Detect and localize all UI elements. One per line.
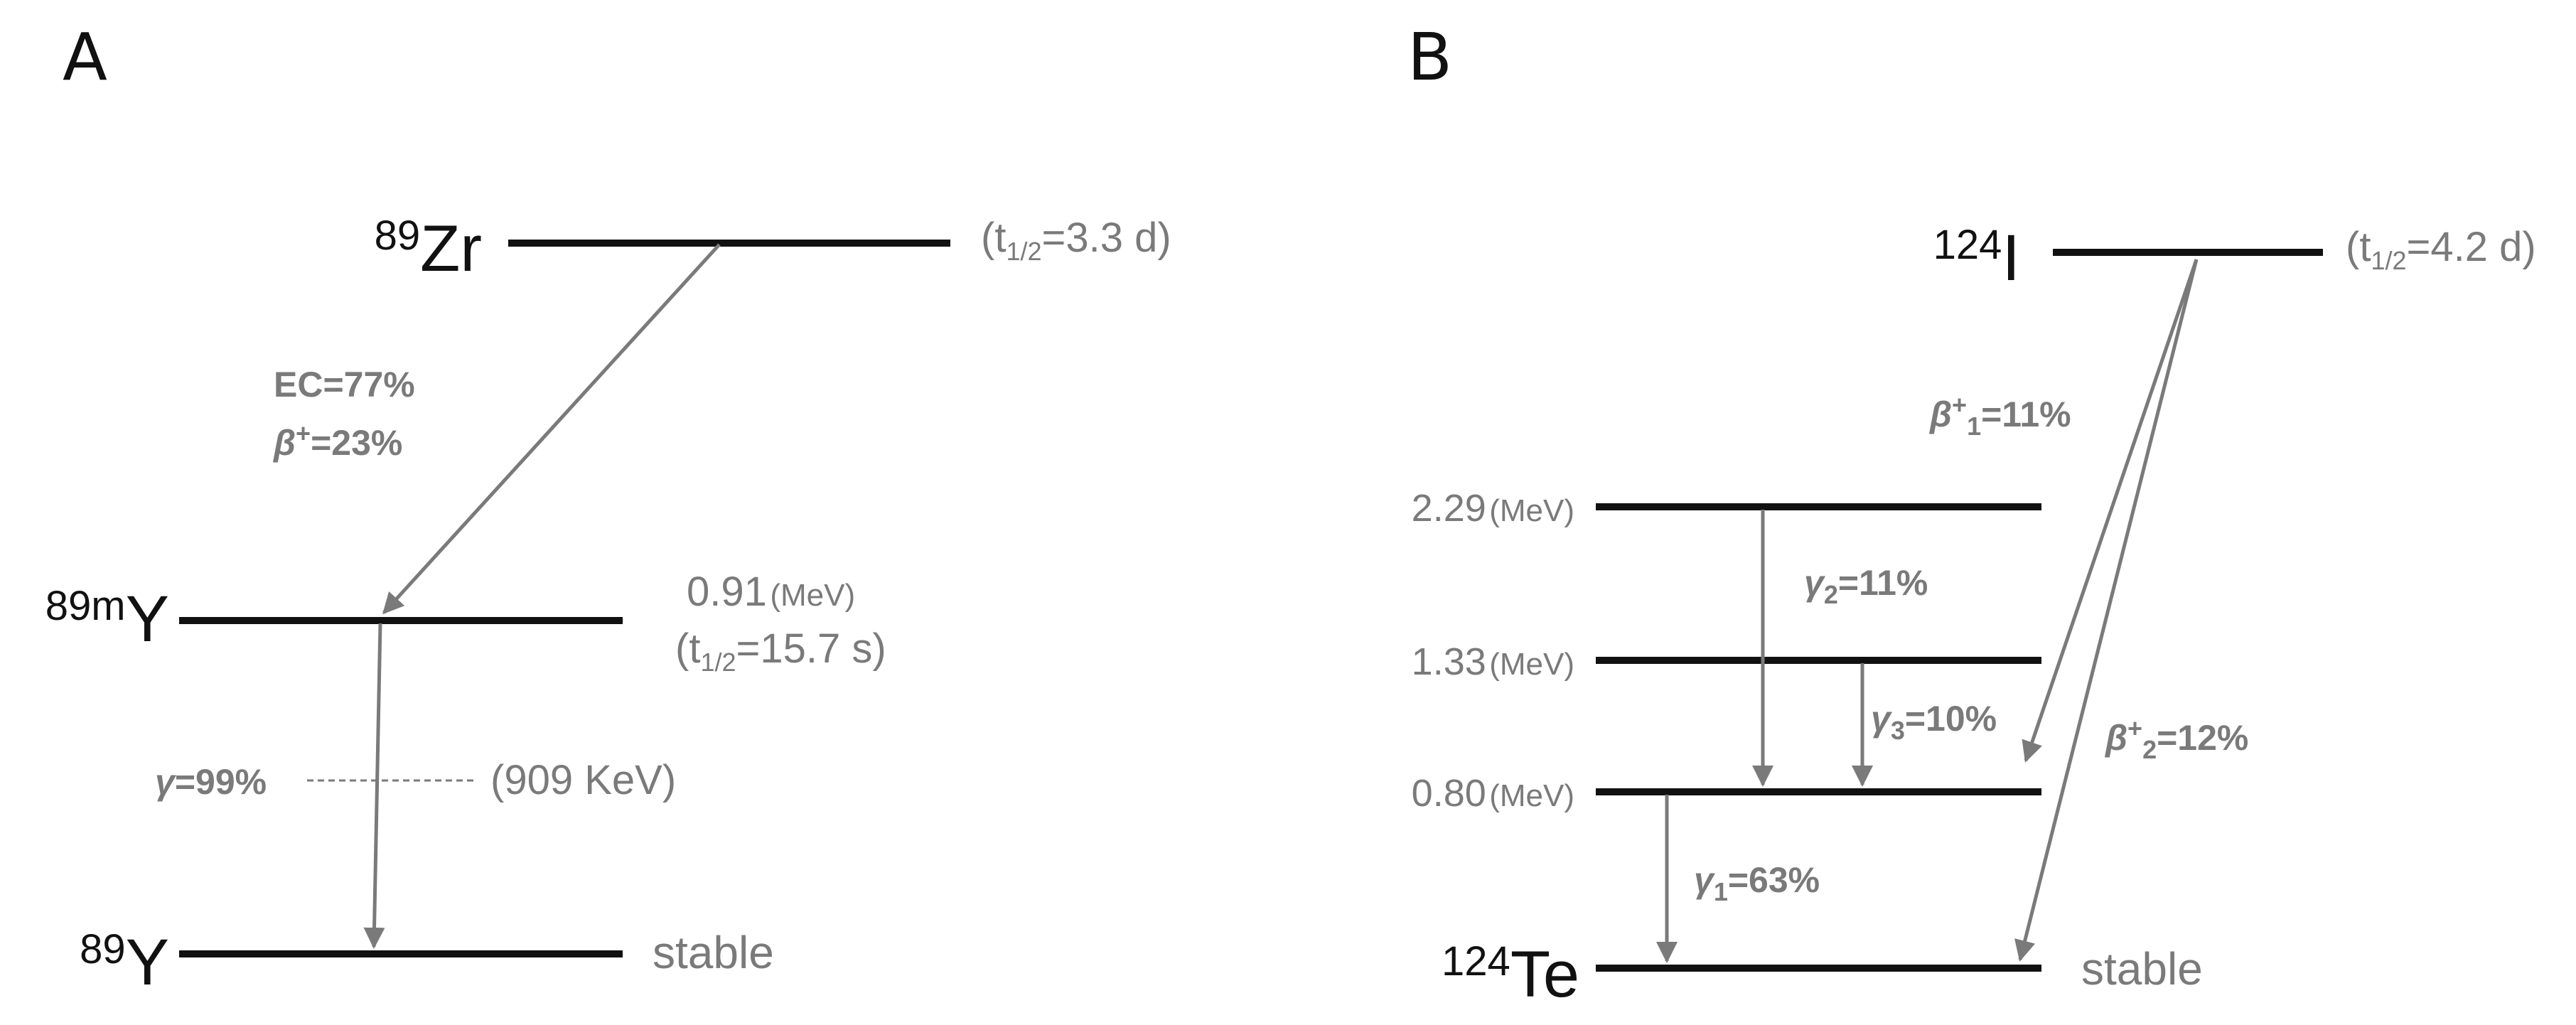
i124-half-life-t: t bbox=[2359, 224, 2371, 270]
level-1-33-label: 1.33 (MeV) bbox=[1412, 640, 1574, 683]
zr89-to-y89m-arrow bbox=[382, 243, 721, 615]
beta2-arrow bbox=[2014, 259, 2199, 962]
y89m-gamma-arrow bbox=[363, 623, 385, 949]
level-2-29-unit: (MeV) bbox=[1489, 493, 1574, 528]
panel-b-label: B bbox=[1407, 19, 1452, 95]
i124-mass: 124 bbox=[1933, 222, 2002, 268]
beta1-sup: + bbox=[1952, 390, 1967, 419]
level-0-80-value: 0.80 bbox=[1412, 772, 1486, 815]
i124-symbol: I bbox=[2002, 222, 2020, 294]
y89m-half-life: (t1/2=15.7 s) bbox=[675, 626, 886, 677]
y89m-symbol: Y bbox=[126, 583, 169, 655]
i124-half-life-sub: 1/2 bbox=[2371, 246, 2406, 275]
panel-a: A 89Zr (t1/2=3.3 d) EC=77% β+=23% 89mY 0… bbox=[45, 19, 1171, 999]
y89-mass: 89 bbox=[80, 926, 126, 972]
beta-plus-value: =23% bbox=[311, 423, 402, 463]
y89m-energy-value: 0.91 bbox=[687, 569, 767, 615]
gamma-branch-label: γ=99% bbox=[155, 762, 267, 802]
gamma3-symbol: γ bbox=[1871, 699, 1893, 739]
beta2-value: =12% bbox=[2157, 718, 2248, 758]
level-0-80-label: 0.80 (MeV) bbox=[1412, 772, 1574, 815]
beta2-sub: 2 bbox=[2142, 735, 2157, 764]
beta1-arrow bbox=[2022, 259, 2199, 763]
gamma2-value: =11% bbox=[1838, 563, 1928, 603]
te124-stable-label: stable bbox=[2081, 943, 2203, 994]
y89-stable-label: stable bbox=[653, 927, 774, 978]
i124-label: 124I bbox=[1933, 222, 2020, 294]
beta-plus-branch-label: β+=23% bbox=[272, 419, 402, 463]
gamma3-label: γ3=10% bbox=[1871, 699, 1997, 745]
zr89-half-life-sub: 1/2 bbox=[1006, 237, 1041, 266]
y89m-half-life-t: t bbox=[689, 626, 700, 672]
beta1-label: β+1=11% bbox=[1928, 390, 2071, 441]
beta1-sub: 1 bbox=[1967, 412, 1981, 441]
level-2-29-label: 2.29 (MeV) bbox=[1412, 487, 1574, 530]
gamma3-sub: 3 bbox=[1891, 716, 1905, 745]
y89m-energy: 0.91 (MeV) bbox=[687, 569, 855, 615]
beta-plus-sup: + bbox=[296, 419, 311, 448]
beta2-symbol: β bbox=[2104, 718, 2127, 758]
level-2-29-value: 2.29 bbox=[1412, 487, 1486, 530]
zr89-symbol: Zr bbox=[420, 213, 482, 285]
beta1-value: =11% bbox=[1981, 395, 2071, 434]
y89-label: 89Y bbox=[80, 926, 169, 999]
y89m-label: 89mY bbox=[45, 583, 169, 655]
gamma1-label: γ1=63% bbox=[1694, 860, 1820, 906]
y89m-half-life-value: =15.7 s bbox=[736, 626, 873, 672]
i124-half-life-value: =4.2 d bbox=[2407, 224, 2523, 270]
gamma2-symbol: γ bbox=[1804, 563, 1826, 603]
beta-plus-symbol: β bbox=[272, 423, 296, 463]
zr89-mass: 89 bbox=[375, 213, 421, 259]
gamma-symbol: γ bbox=[155, 762, 177, 802]
beta2-label: β+2=12% bbox=[2104, 714, 2248, 764]
gamma1-value: =63% bbox=[1728, 860, 1820, 900]
zr89-label: 89Zr bbox=[375, 213, 482, 285]
gamma3-value: =10% bbox=[1905, 699, 1997, 739]
te124-symbol: Te bbox=[1510, 938, 1579, 1011]
gamma2-label: γ2=11% bbox=[1804, 563, 1928, 609]
level-0-80-unit: (MeV) bbox=[1489, 778, 1574, 813]
y89m-energy-unit: (MeV) bbox=[770, 578, 855, 613]
beta2-sup: + bbox=[2127, 714, 2142, 743]
y89m-mass: 89m bbox=[45, 583, 126, 629]
gamma1-symbol: γ bbox=[1694, 860, 1716, 900]
zr89-half-life-value: =3.3 d bbox=[1042, 215, 1158, 261]
panel-b: B 124I (t1/2=4.2 d) 2.29 (MeV) 1.33 (MeV… bbox=[1407, 19, 2536, 1011]
y89m-half-life-sub: 1/2 bbox=[700, 648, 736, 677]
gamma-energy-label: (909 KeV) bbox=[490, 757, 676, 803]
level-1-33-unit: (MeV) bbox=[1489, 647, 1574, 682]
ec-branch-label: EC=77% bbox=[274, 365, 415, 404]
level-1-33-value: 1.33 bbox=[1412, 640, 1486, 683]
panel-a-label: A bbox=[63, 19, 107, 95]
te124-mass: 124 bbox=[1442, 938, 1510, 984]
i124-half-life: (t1/2=4.2 d) bbox=[2346, 224, 2536, 275]
y89-symbol: Y bbox=[126, 926, 169, 999]
te124-label: 124Te bbox=[1442, 938, 1579, 1011]
gamma-value: =99% bbox=[175, 762, 267, 802]
beta1-symbol: β bbox=[1928, 395, 1952, 434]
zr89-half-life-t: t bbox=[994, 215, 1006, 261]
gamma1-sub: 1 bbox=[1714, 877, 1728, 906]
zr89-half-life: (t1/2=3.3 d) bbox=[981, 215, 1171, 266]
gamma2-sub: 2 bbox=[1824, 580, 1838, 609]
